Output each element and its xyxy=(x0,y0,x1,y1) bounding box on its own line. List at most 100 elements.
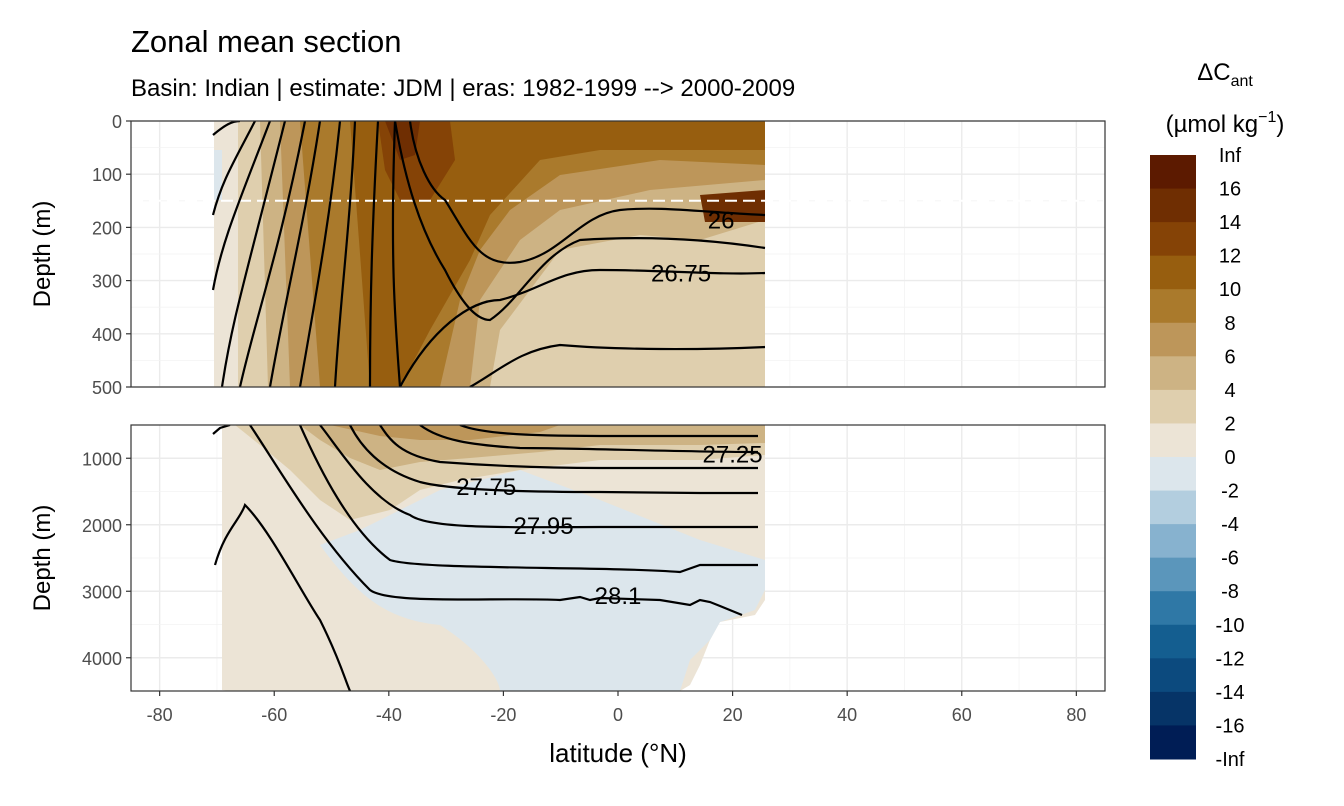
isopycnal-line xyxy=(419,425,759,454)
isopycnal-line xyxy=(220,121,287,387)
isopycnal-label: 27.25 xyxy=(703,442,763,469)
x-tick-label: 20 xyxy=(723,705,743,725)
legend-units-main: (µmol kg xyxy=(1166,111,1259,138)
isopycnal-line xyxy=(399,268,766,387)
legend-swatch xyxy=(1150,457,1196,492)
y-tick-label: 300 xyxy=(92,272,122,292)
isopycnal-line xyxy=(212,425,231,435)
x-axis: -80 -60 -40 -20 0 20 40 60 80 xyxy=(147,691,1086,725)
legend-swatch xyxy=(1150,423,1196,458)
isopycnal-line xyxy=(249,425,743,617)
isopycnal-line xyxy=(408,121,766,264)
legend-swatch xyxy=(1150,222,1196,257)
field-band-negative xyxy=(320,470,765,691)
legend-swatch xyxy=(1150,322,1196,357)
y-tick-label: 400 xyxy=(92,325,122,345)
legend: ΔCant (µmol kg−1) Inf 16 14 12 10 8 6 4 2 0 -2 -4 -6… xyxy=(1150,59,1284,771)
legend-swatch xyxy=(1150,691,1196,726)
legend-swatch xyxy=(1150,389,1196,424)
legend-label: 10 xyxy=(1219,279,1241,301)
isopycnal-line xyxy=(333,121,357,387)
lower-isopycnals xyxy=(212,425,759,691)
x-tick-label: 0 xyxy=(613,705,623,725)
legend-label: Inf xyxy=(1219,145,1242,167)
chart-subtitle: Basin: Indian | estimate: JDM | eras: 19… xyxy=(131,75,796,102)
legend-label: -10 xyxy=(1216,615,1245,637)
isopycnal-line xyxy=(391,121,402,387)
legend-label: -8 xyxy=(1221,581,1239,603)
legend-label: -6 xyxy=(1221,548,1239,570)
isopycnal-label: 28.1 xyxy=(595,583,642,610)
upper-isopycnal-labels: 26 26.75 xyxy=(651,207,734,287)
legend-title: ΔCant xyxy=(1197,59,1253,90)
isopycnal-label: 27.75 xyxy=(456,474,516,501)
legend-label: -14 xyxy=(1216,682,1245,704)
legend-swatch xyxy=(1150,725,1196,760)
legend-label: 4 xyxy=(1224,380,1235,402)
x-tick-label: 60 xyxy=(952,705,972,725)
x-tick-label: -40 xyxy=(376,705,402,725)
legend-label: -2 xyxy=(1221,481,1239,503)
upper-y-axis: 0 100 200 300 400 500 xyxy=(92,112,131,398)
y-tick-label: 500 xyxy=(92,378,122,398)
lower-isopycnal-labels: 27.25 27.75 27.95 28.1 xyxy=(456,442,762,611)
legend-swatch xyxy=(1150,591,1196,626)
x-tick-label: -80 xyxy=(147,705,173,725)
legend-label: 8 xyxy=(1224,313,1235,335)
legend-swatch xyxy=(1150,557,1196,592)
legend-colorbar xyxy=(1150,155,1196,760)
legend-label: -Inf xyxy=(1216,749,1245,771)
legend-label: 0 xyxy=(1224,447,1235,469)
legend-labels: Inf 16 14 12 10 8 6 4 2 0 -2 -4 -6 -8 -10 -12 -14 -16 -Inf xyxy=(1216,145,1245,771)
legend-swatch xyxy=(1150,624,1196,659)
isopycnal-line xyxy=(211,121,272,291)
legend-swatch xyxy=(1150,155,1196,190)
isopycnal-line xyxy=(319,425,758,529)
legend-label: 12 xyxy=(1219,246,1241,268)
isopycnal-line xyxy=(469,343,766,387)
isopycnal-line xyxy=(211,121,256,216)
y-tick-label: 0 xyxy=(112,112,122,132)
upper-field xyxy=(131,121,1105,387)
legend-units-sup: −1 xyxy=(1258,109,1276,126)
legend-label: 2 xyxy=(1224,413,1235,435)
legend-swatch xyxy=(1150,255,1196,290)
legend-units-close: ) xyxy=(1276,111,1284,138)
isopycnal-line xyxy=(238,121,307,387)
legend-swatch xyxy=(1150,658,1196,693)
x-axis-title: latitude (°N) xyxy=(549,738,687,768)
legend-swatch xyxy=(1150,356,1196,391)
field-band-negative xyxy=(214,150,222,200)
legend-swatch xyxy=(1150,188,1196,223)
legend-title-main: ΔC xyxy=(1197,59,1230,86)
lower-field xyxy=(212,425,765,691)
upper-isopycnals xyxy=(211,121,766,387)
legend-units: (µmol kg−1) xyxy=(1166,109,1285,138)
legend-label: -16 xyxy=(1216,715,1245,737)
isopycnal-line xyxy=(268,121,322,387)
legend-swatch xyxy=(1150,490,1196,525)
isopycnal-line xyxy=(393,121,766,322)
isopycnal-line xyxy=(213,502,352,691)
isopycnal-label: 26.75 xyxy=(651,261,711,288)
legend-label: -4 xyxy=(1221,514,1239,536)
isopycnal-line xyxy=(298,425,758,574)
x-tick-label: 80 xyxy=(1066,705,1086,725)
chart-title: Zonal mean section xyxy=(131,24,402,59)
legend-label: 16 xyxy=(1219,179,1241,201)
x-tick-label: -60 xyxy=(261,705,287,725)
isopycnal-line xyxy=(459,425,758,438)
y-tick-label: 200 xyxy=(92,218,122,238)
legend-swatch xyxy=(1150,289,1196,324)
x-tick-label: -20 xyxy=(490,705,516,725)
legend-swatch xyxy=(1150,524,1196,559)
isopycnal-line xyxy=(298,121,342,387)
isopycnal-line xyxy=(368,121,380,387)
y-tick-label: 4000 xyxy=(82,649,122,669)
x-tick-label: 40 xyxy=(837,705,857,725)
field-band-10-12 xyxy=(350,121,765,387)
lower-y-axis: 1000 2000 3000 4000 xyxy=(82,449,131,669)
legend-title-sub: ant xyxy=(1231,73,1254,90)
y-tick-label: 2000 xyxy=(82,516,122,536)
isopycnal-line xyxy=(349,425,758,495)
